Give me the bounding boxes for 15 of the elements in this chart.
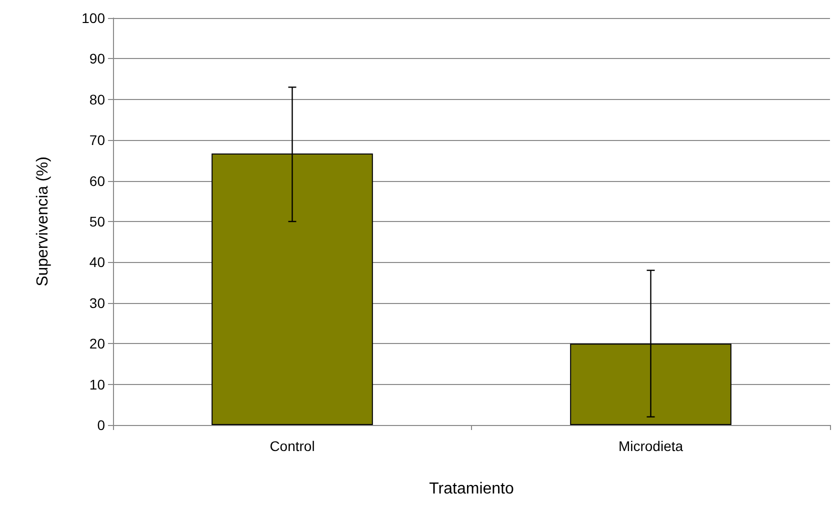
y-tick-label: 10 [89, 376, 106, 392]
y-tick-label: 0 [97, 417, 106, 433]
y-tick-label: 100 [82, 10, 106, 26]
y-tick-label: 60 [89, 172, 106, 189]
x-tick-label: Microdieta [618, 438, 684, 454]
y-tick-label: 40 [89, 254, 106, 270]
y-tick-label: 20 [89, 336, 106, 352]
x-tick-label: Control [270, 438, 315, 454]
y-tick-label: 80 [89, 91, 106, 108]
y-tick-label: 70 [89, 132, 106, 148]
y-axis-title: Supervivencia (%) [34, 156, 52, 286]
y-tick-label: 50 [89, 214, 106, 230]
y-tick-label: 90 [89, 50, 106, 67]
x-axis-title: Tratamiento [429, 480, 514, 498]
y-tick-label: 30 [89, 294, 106, 311]
